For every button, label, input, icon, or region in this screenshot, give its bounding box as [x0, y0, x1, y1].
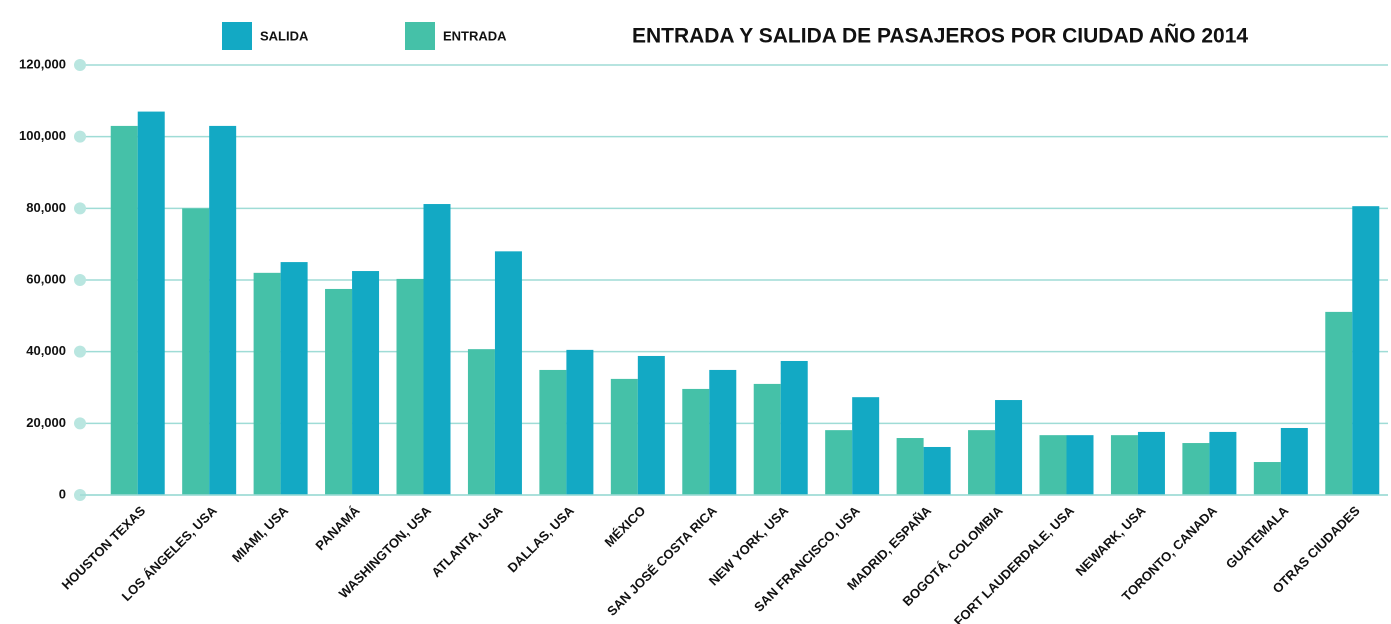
- bar: [709, 369, 737, 495]
- bar: [467, 349, 495, 495]
- x-tick-label: FORT LAUDERDALE, USA: [951, 503, 1077, 624]
- y-tick-label: 60,000: [26, 271, 66, 286]
- bar: [1325, 311, 1353, 495]
- bar: [137, 111, 165, 495]
- bar: [753, 383, 781, 495]
- bar: [682, 388, 710, 495]
- bar: [1110, 435, 1138, 495]
- bar: [423, 204, 451, 496]
- grid-dot: [74, 130, 86, 143]
- x-tick-label: MÉXICO: [602, 503, 649, 550]
- bar: [110, 125, 138, 496]
- bar: [352, 271, 380, 495]
- bar: [968, 430, 996, 495]
- legend-label: SALIDA: [260, 28, 309, 43]
- bar: [182, 208, 210, 496]
- bar: [610, 378, 638, 495]
- x-tick-label: NEWARK, USA: [1073, 503, 1149, 579]
- bar: [566, 349, 594, 495]
- grid-dot: [74, 202, 86, 215]
- bar: [1352, 206, 1380, 495]
- bar: [896, 438, 924, 495]
- y-tick-label: 20,000: [26, 415, 66, 430]
- y-tick-label: 100,000: [19, 128, 66, 143]
- x-tick-label: ATLANTA, USA: [428, 503, 506, 581]
- grid-dot: [74, 345, 86, 358]
- chart-title: ENTRADA Y SALIDA DE PASAJEROS POR CIUDAD…: [632, 25, 1248, 48]
- bar: [1182, 443, 1210, 495]
- bar: [396, 278, 424, 495]
- y-tick-label: 120,000: [19, 56, 66, 71]
- bar: [1209, 431, 1237, 495]
- bar: [539, 369, 567, 495]
- bar: [637, 355, 665, 495]
- bar: [494, 251, 522, 495]
- x-tick-label: PANAMÁ: [312, 503, 363, 554]
- bar: [1280, 427, 1308, 495]
- y-tick-label: 80,000: [26, 200, 66, 215]
- y-tick-label: 0: [59, 486, 66, 501]
- grid-dot: [74, 417, 86, 430]
- x-tick-label: MIAMI, USA: [229, 503, 292, 566]
- x-tick-label: GUATEMALA: [1223, 503, 1292, 572]
- bar: [280, 262, 308, 495]
- bar: [1253, 462, 1281, 495]
- bar: [1137, 431, 1165, 495]
- bar: [780, 360, 808, 495]
- bar: [923, 446, 951, 495]
- bar: [209, 125, 237, 496]
- bar: [253, 272, 281, 495]
- bar: [995, 400, 1023, 495]
- grid-dot: [74, 274, 86, 286]
- bar: [1066, 435, 1094, 495]
- legend-swatch: [222, 22, 252, 50]
- y-tick-label: 40,000: [26, 343, 66, 358]
- x-tick-label: DALLAS, USA: [505, 503, 578, 576]
- grid-dot: [74, 59, 86, 71]
- legend-swatch: [405, 22, 435, 50]
- bar: [852, 397, 880, 495]
- bar: [1039, 435, 1067, 495]
- bar: [325, 288, 353, 495]
- legend-label: ENTRADA: [443, 28, 507, 43]
- bar: [825, 430, 853, 495]
